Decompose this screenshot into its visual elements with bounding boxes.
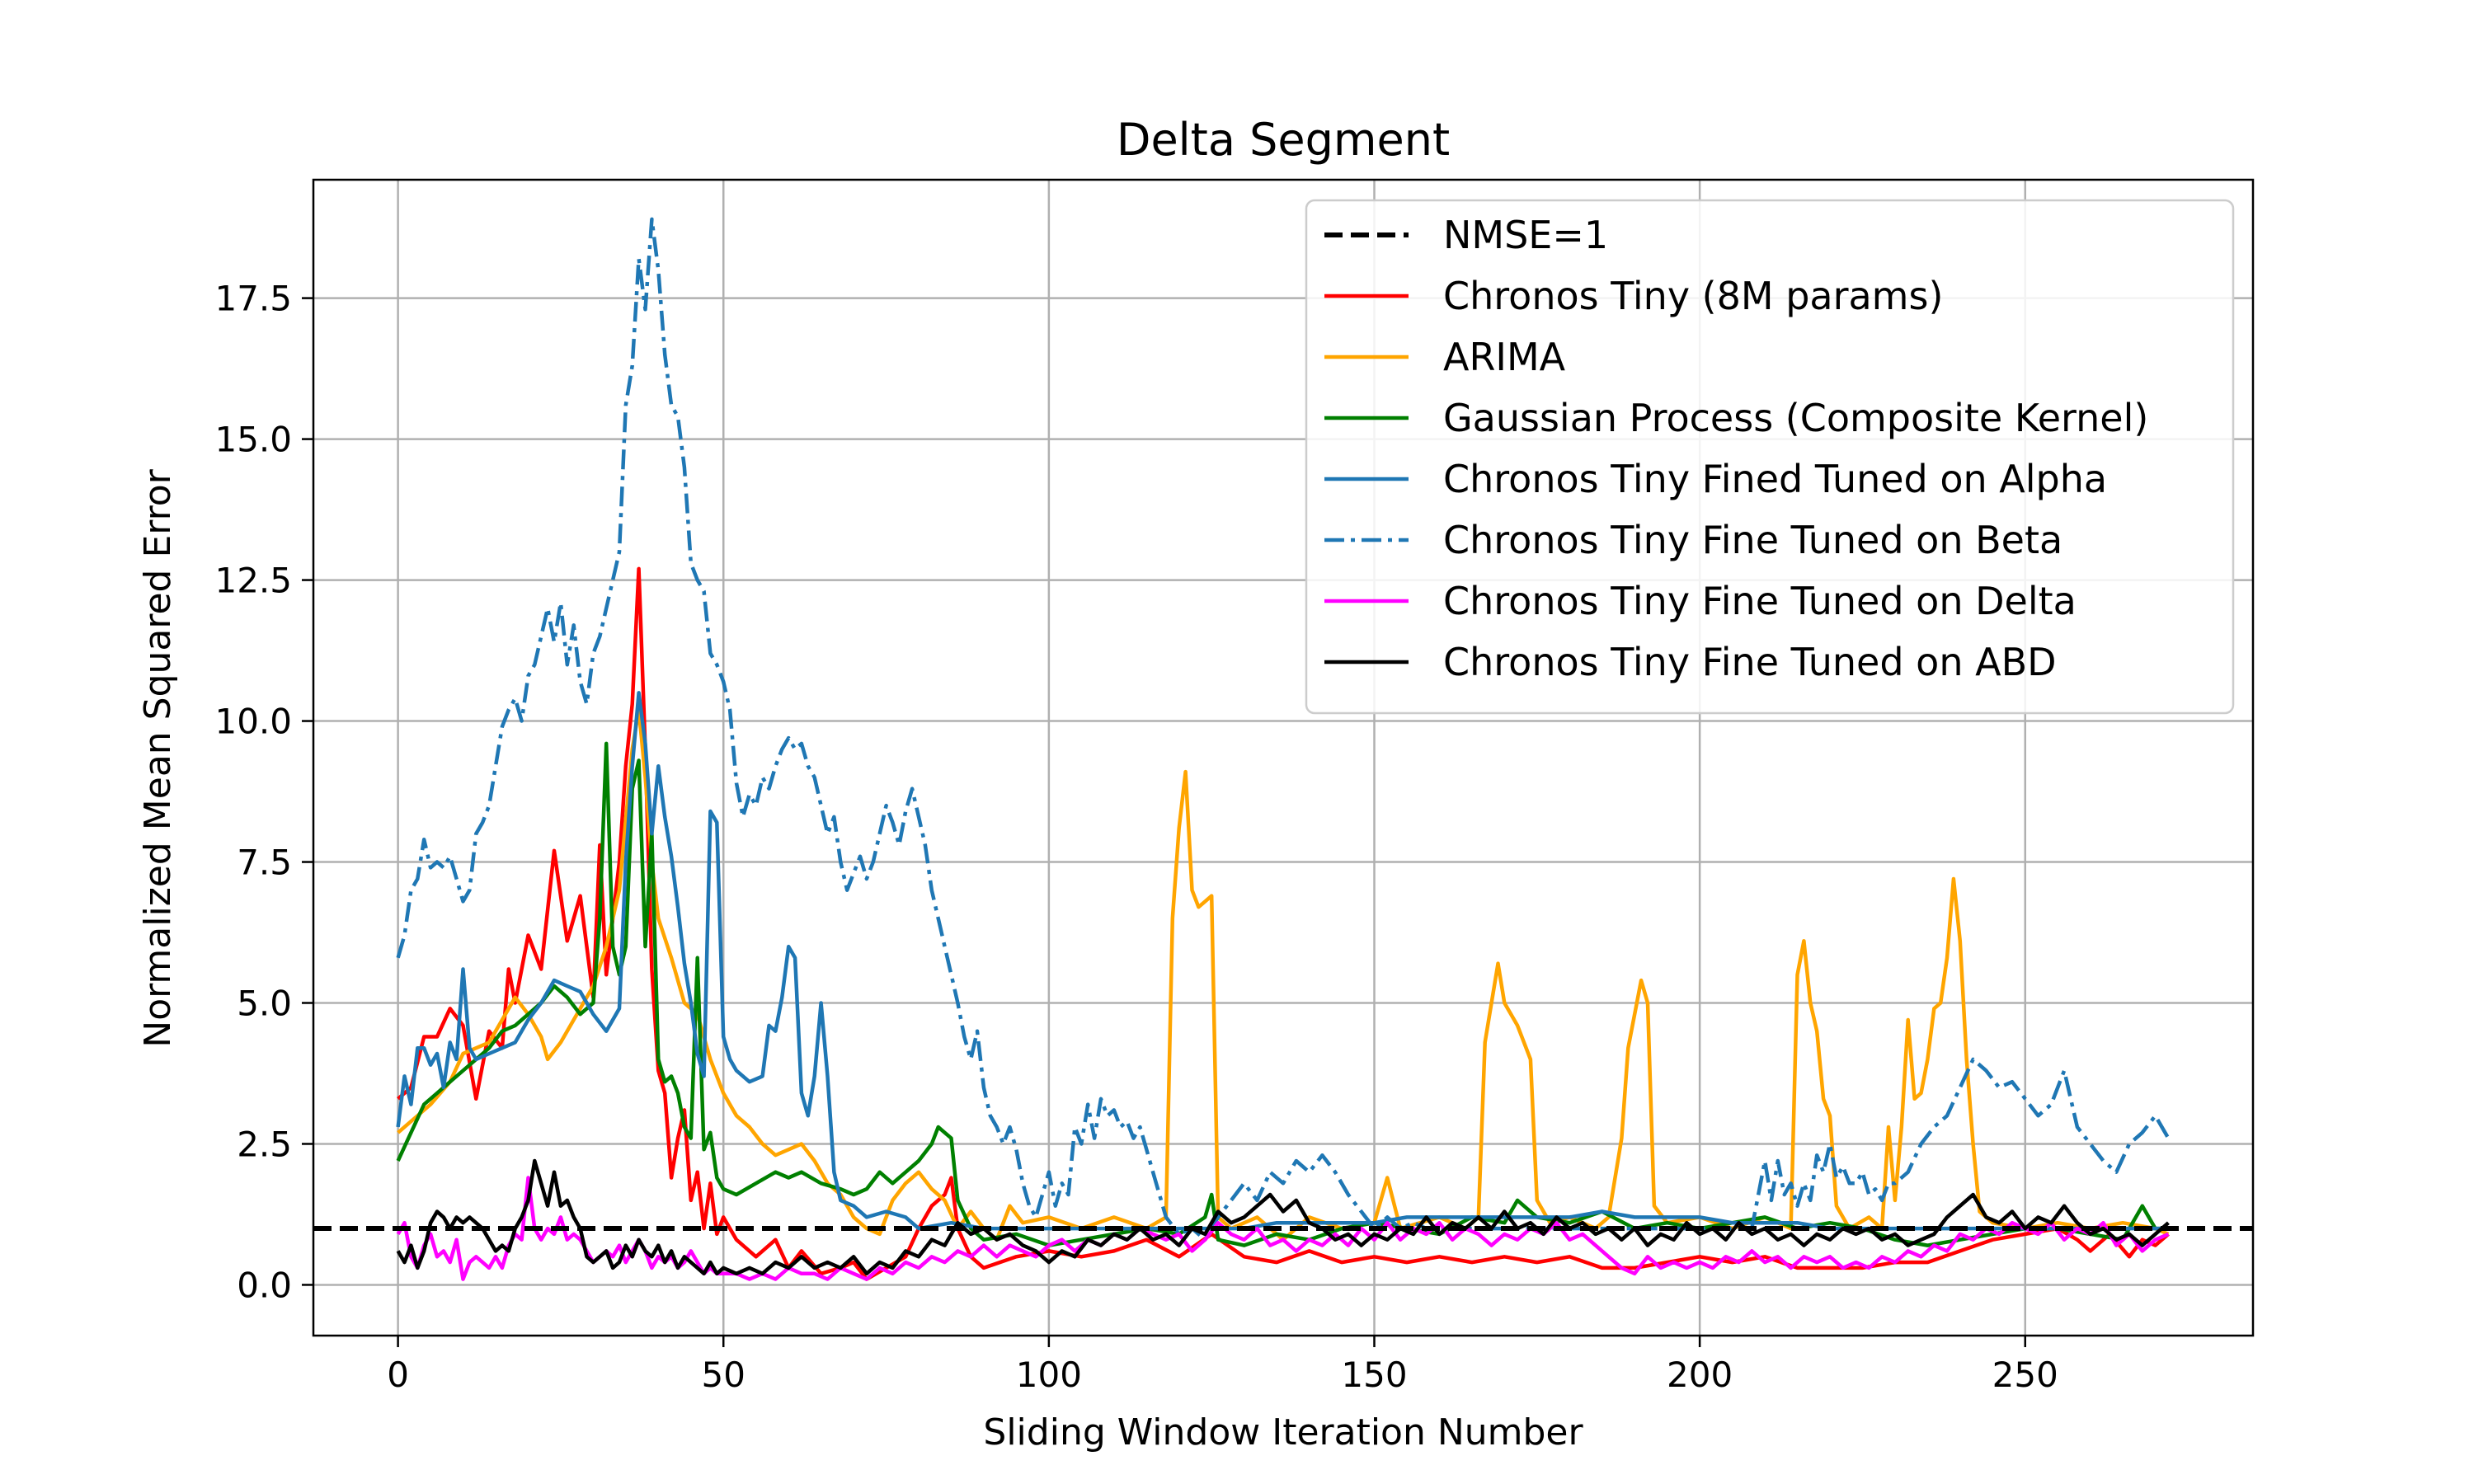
series-line-chronos-tiny-fined-tuned-on-alpha: [396, 691, 2169, 1231]
legend-label: NMSE=1: [1443, 213, 1608, 257]
x-tick-label: 100: [1016, 1355, 1082, 1395]
x-tick-label: 200: [1667, 1355, 1733, 1395]
x-axis-ticks: 0 50 100 150 200 250: [387, 1336, 2058, 1395]
legend-label: ARIMA: [1443, 335, 1566, 379]
y-tick-label: 12.5: [214, 561, 292, 601]
y-tick-label: 17.5: [214, 279, 292, 319]
legend-label: Chronos Tiny (8M params): [1443, 274, 1943, 318]
series-line-chronos-tiny-8m-params: [397, 566, 2170, 1281]
x-tick-label: 0: [387, 1355, 409, 1395]
y-axis-ticks: 0.0 2.5 5.0 7.5 10.0 12.5 15.0 17.5: [214, 279, 313, 1305]
x-tick-label: 50: [702, 1355, 745, 1395]
series-line-chronos-tiny-fine-tuned-on-beta: [396, 217, 2171, 1242]
series-line-chronos-tiny-fine-tuned-on-abd: [396, 1158, 2170, 1276]
legend: NMSE=1 Chronos Tiny (8M params) ARIMA Gauss…: [1305, 199, 2235, 715]
y-tick-label: 15.0: [214, 420, 292, 460]
legend-label: Chronos Tiny Fine Tuned on Beta: [1443, 518, 2062, 562]
x-axis-label: Sliding Window Iteration Number: [983, 1411, 1583, 1453]
x-tick-label: 250: [1992, 1355, 2058, 1395]
legend-label: Chronos Tiny Fine Tuned on ABD: [1443, 640, 2057, 684]
series-lines: [313, 217, 2253, 1281]
y-tick-label: 2.5: [237, 1124, 292, 1164]
y-tick-label: 7.5: [237, 843, 292, 883]
plot-frame: [312, 178, 2255, 1337]
legend-label: Chronos Tiny Fine Tuned on Delta: [1443, 579, 2077, 623]
y-axis-label: Normalized Mean Squared Error: [137, 468, 179, 1047]
y-tick-label: 0.0: [237, 1265, 292, 1305]
legend-box: [1305, 199, 2235, 715]
legend-label: Chronos Tiny Fined Tuned on Alpha: [1443, 457, 2107, 501]
chart-title: Delta Segment: [1117, 114, 1450, 166]
legend-label: Gaussian Process (Composite Kernel): [1443, 396, 2148, 440]
y-tick-label: 10.0: [214, 702, 292, 742]
y-tick-label: 5.0: [237, 983, 292, 1023]
x-tick-label: 150: [1341, 1355, 1407, 1395]
series-line-arima: [397, 707, 2170, 1242]
